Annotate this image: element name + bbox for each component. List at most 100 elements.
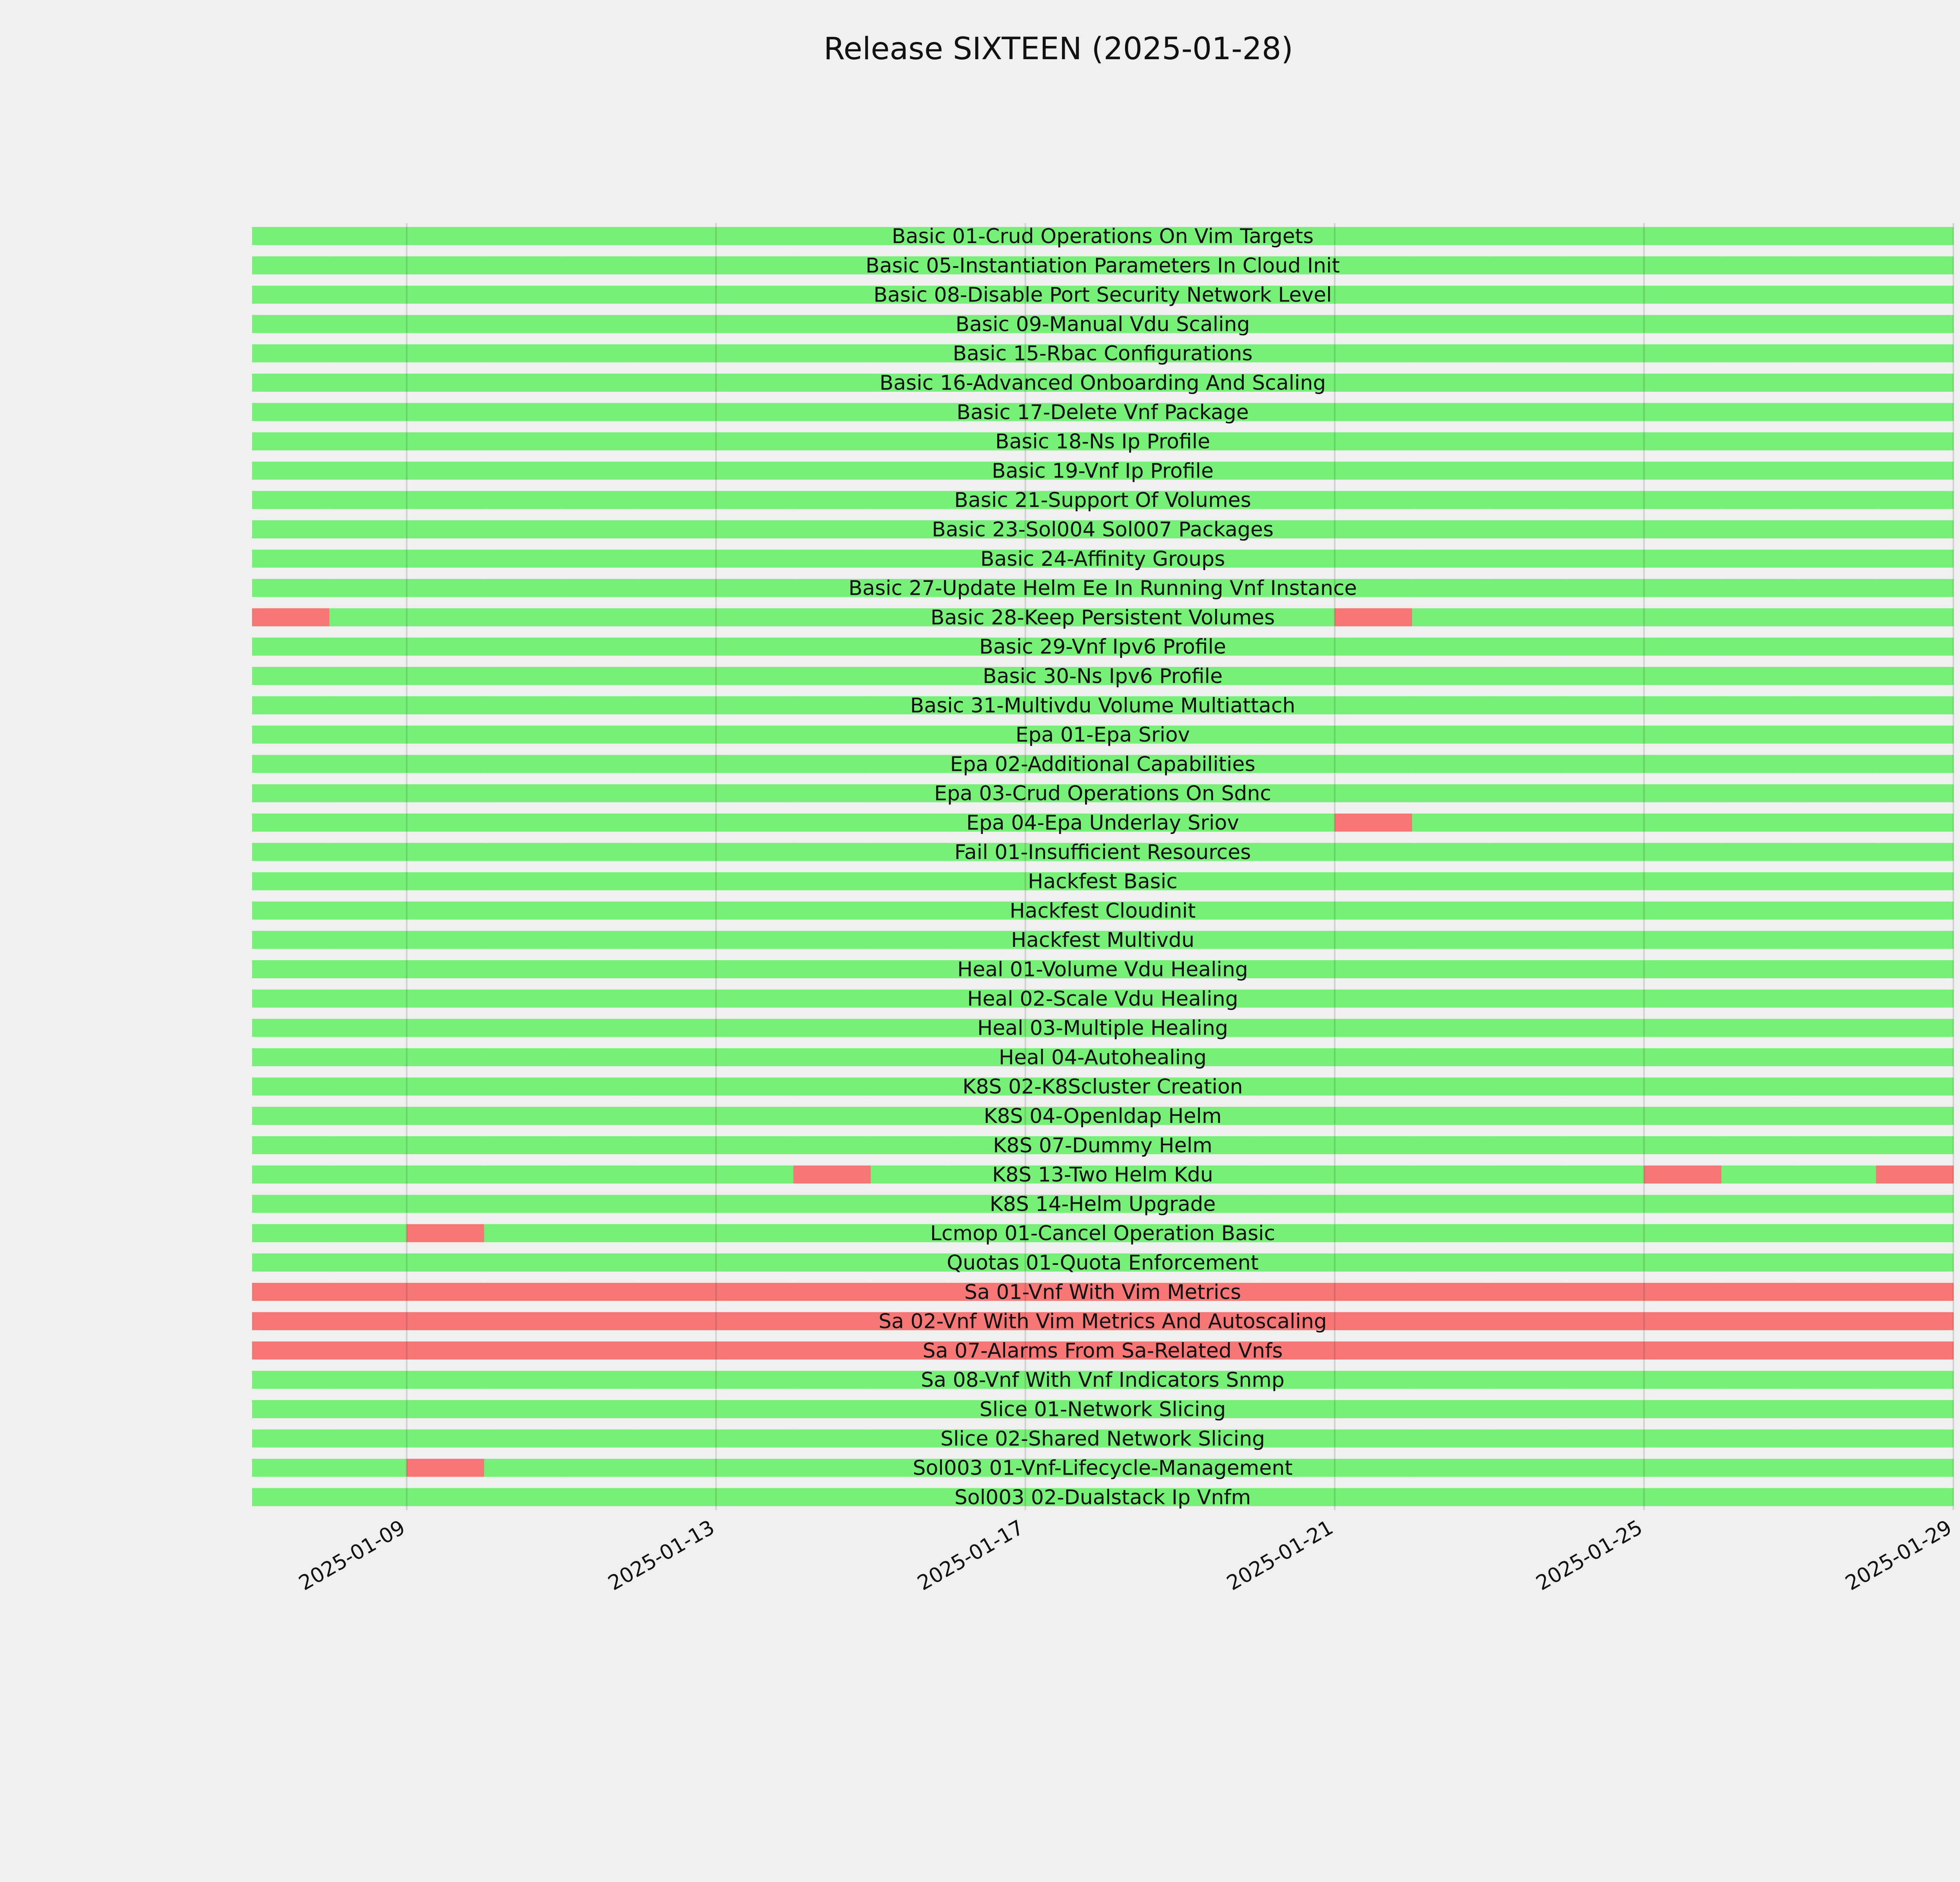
pass-bar [1025, 256, 1103, 274]
pass-bar [484, 960, 562, 978]
pass-bar [407, 814, 485, 832]
pass-bar [716, 989, 794, 1008]
pass-bar [1180, 403, 1258, 421]
pass-bar [871, 725, 949, 744]
pass-bar [1566, 549, 1644, 568]
pass-bar [1412, 403, 1490, 421]
fail-bar [1257, 1312, 1335, 1330]
pass-bar [1412, 1077, 1490, 1096]
pass-bar [407, 1165, 485, 1184]
pass-bar [1103, 1488, 1180, 1506]
pass-bar [252, 784, 330, 803]
pass-bar [1180, 960, 1258, 978]
pass-bar [1798, 461, 1877, 480]
pass-bar [716, 549, 794, 568]
pass-bar [252, 432, 330, 451]
pass-bar [793, 725, 871, 744]
fail-bar [793, 1312, 871, 1330]
pass-bar [1412, 285, 1490, 304]
fail-bar [1644, 1312, 1722, 1330]
pass-bar [1025, 667, 1103, 685]
pass-bar [1721, 1048, 1799, 1066]
pass-bar [1025, 491, 1103, 509]
pass-bar [1103, 403, 1180, 421]
pass-bar [1180, 667, 1258, 685]
pass-bar [1644, 432, 1722, 451]
pass-bar [1798, 432, 1877, 451]
pass-bar [948, 1136, 1026, 1154]
pass-bar [1876, 1136, 1954, 1154]
pass-bar [1798, 579, 1877, 597]
pass-bar [716, 579, 794, 597]
pass-bar [948, 1048, 1026, 1066]
pass-bar [1876, 1107, 1954, 1125]
pass-bar [1566, 1048, 1644, 1066]
pass-bar [639, 579, 717, 597]
fail-bar [1334, 1283, 1412, 1301]
pass-bar [871, 989, 949, 1008]
pass-bar [484, 1048, 562, 1066]
pass-bar [1489, 1077, 1567, 1096]
pass-bar [1180, 1429, 1258, 1448]
fail-bar [1412, 1341, 1490, 1360]
pass-bar [1876, 1459, 1954, 1477]
pass-bar [1025, 1429, 1103, 1448]
pass-bar [1412, 696, 1490, 714]
pass-bar [407, 667, 485, 685]
pass-bar [252, 285, 330, 304]
pass-bar [1103, 901, 1180, 920]
pass-bar [484, 1107, 562, 1125]
pass-bar [561, 285, 639, 304]
pass-bar [1103, 725, 1180, 744]
pass-bar [1025, 461, 1103, 480]
pass-bar [1644, 608, 1722, 627]
pass-bar [252, 1048, 330, 1066]
pass-bar [1566, 344, 1644, 363]
pass-bar [1798, 696, 1877, 714]
pass-bar [1412, 549, 1490, 568]
pass-bar [1644, 1136, 1722, 1154]
pass-bar [1566, 1371, 1644, 1389]
pass-bar [1876, 755, 1954, 773]
pass-bar [1721, 784, 1799, 803]
pass-bar [1103, 549, 1180, 568]
pass-bar [1798, 814, 1877, 832]
row-label: Basic 29-Vnf Ipv6 Profile [979, 635, 1226, 659]
pass-bar [1876, 989, 1954, 1008]
pass-bar [1257, 432, 1335, 451]
pass-bar [1489, 374, 1567, 392]
pass-bar [1798, 1048, 1877, 1066]
pass-bar [1257, 725, 1335, 744]
pass-bar [639, 843, 717, 861]
row-label: Basic 17-Delete Vnf Package [956, 401, 1249, 424]
pass-bar [407, 549, 485, 568]
pass-bar [1257, 989, 1335, 1008]
pass-bar [1412, 872, 1490, 890]
pass-bar [871, 784, 949, 803]
pass-bar [329, 1136, 407, 1154]
pass-bar [252, 1165, 330, 1184]
row-label: Sol003 01-Vnf-Lifecycle-Management [913, 1457, 1292, 1480]
pass-bar [561, 1371, 639, 1389]
pass-bar [1876, 461, 1954, 480]
pass-bar [1644, 403, 1722, 421]
pass-bar [1334, 901, 1412, 920]
pass-bar [793, 227, 871, 245]
pass-bar [1489, 227, 1567, 245]
pass-bar [1257, 1224, 1335, 1243]
pass-bar [484, 344, 562, 363]
pass-bar [1566, 1429, 1644, 1448]
pass-bar [1876, 1400, 1954, 1418]
pass-bar [1412, 989, 1490, 1008]
pass-bar [1644, 1048, 1722, 1066]
pass-bar [1412, 725, 1490, 744]
pass-bar [948, 1253, 1026, 1272]
pass-bar [1721, 843, 1799, 861]
pass-bar [1644, 725, 1722, 744]
pass-bar [484, 1165, 562, 1184]
pass-bar [407, 989, 485, 1008]
pass-bar [1644, 1195, 1722, 1213]
pass-bar [948, 960, 1026, 978]
pass-bar [1412, 814, 1490, 832]
